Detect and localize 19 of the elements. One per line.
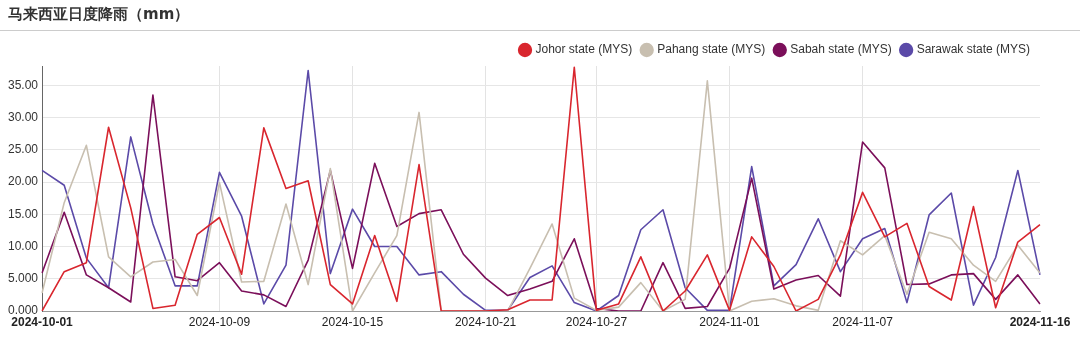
- x-tick-label: 2024-11-07: [832, 314, 894, 329]
- y-tick-label: 20.00: [8, 174, 39, 189]
- x-tick-label: 2024-10-21: [454, 314, 517, 329]
- chart-title: 马来西亚日度降雨（mm）: [8, 5, 190, 24]
- x-tick-label: 2024-10-27: [565, 314, 628, 329]
- x-tick-label: 2024-11-01: [699, 314, 761, 329]
- legend-label: Johor state (MYS): [535, 42, 633, 57]
- legend-label: Sarawak state (MYS): [916, 42, 1031, 57]
- legend-label: Sabah state (MYS): [790, 42, 892, 57]
- y-tick-label: 25.00: [8, 142, 39, 157]
- legend-label: Pahang state (MYS): [657, 42, 766, 57]
- x-tick-label: 2024-10-09: [188, 314, 251, 329]
- x-tick-label: 2024-11-16: [1009, 314, 1071, 329]
- y-tick-label: 35.00: [8, 77, 39, 92]
- x-tick-label: 2024-10-15: [321, 314, 384, 329]
- y-tick-label: 10.00: [8, 238, 39, 253]
- y-tick-label: 30.00: [8, 109, 39, 124]
- y-tick-label: 15.00: [8, 206, 39, 221]
- y-tick-label: 5.000: [8, 271, 39, 286]
